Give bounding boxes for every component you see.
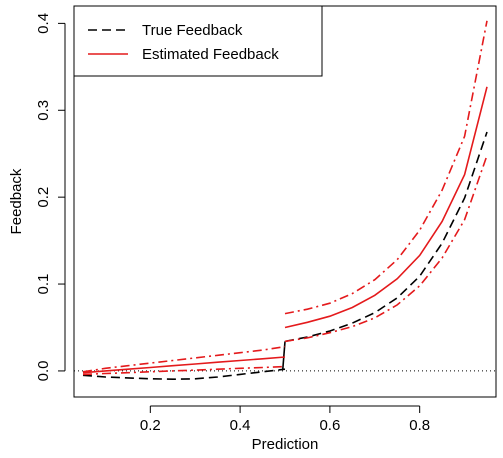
legend-label-true-feedback: True Feedback	[142, 22, 243, 39]
x-tick-label: 0.6	[319, 417, 340, 434]
x-axis-title: Prediction	[252, 436, 319, 453]
x-tick-label: 0.4	[230, 417, 251, 434]
x-tick-label: 0.2	[140, 417, 161, 434]
legend-box	[73, 5, 323, 77]
series-band-3-segment-0	[82, 345, 286, 373]
axes-layer: 0.2 0.4 0.6 0.8 0.0 0.1 0.2 0.3 0.4	[35, 5, 497, 434]
series-layer	[82, 20, 488, 381]
y-axis-title: Feedback	[8, 168, 25, 234]
series-band-4-segment-1	[284, 155, 488, 343]
y-tick-label: 0.2	[35, 187, 52, 208]
series-true-feedback-segment-1	[284, 131, 488, 343]
legend: True Feedback Estimated Feedback	[73, 5, 323, 77]
x-tick-label: 0.8	[409, 417, 430, 434]
series-true-feedback-segment-0	[82, 368, 286, 381]
series-estimated-feedback-segment-1	[284, 86, 488, 329]
series-estimated-feedback-segment-0	[82, 356, 286, 374]
y-tick-label: 0.3	[35, 100, 52, 121]
y-tick-label: 0.0	[35, 361, 52, 382]
series-band-1-segment-0	[282, 341, 286, 370]
legend-label-estimated-feedback: Estimated Feedback	[142, 46, 279, 63]
y-tick-label: 0.1	[35, 274, 52, 295]
y-tick-label: 0.4	[35, 13, 52, 34]
series-band-4-segment-0	[82, 365, 286, 376]
